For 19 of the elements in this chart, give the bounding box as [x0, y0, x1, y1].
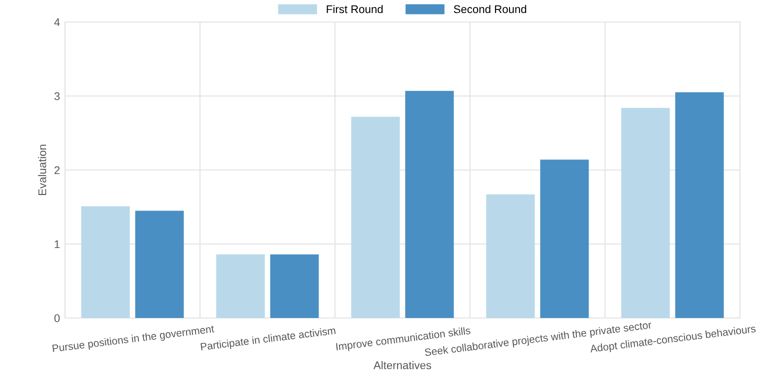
bar — [486, 194, 535, 318]
legend-label: First Round — [326, 4, 383, 14]
bar — [675, 92, 724, 318]
bar — [270, 254, 319, 318]
bar — [621, 108, 670, 318]
y-tick-label: 1 — [54, 240, 60, 248]
y-axis-title: Evaluation — [38, 144, 46, 196]
y-tick-label: 4 — [54, 18, 60, 26]
legend-label: Second Round — [454, 4, 526, 14]
y-tick-label: 0 — [54, 314, 60, 322]
bar — [81, 206, 130, 318]
bar — [351, 116, 400, 318]
bar — [405, 90, 454, 318]
y-tick-label: 2 — [54, 166, 60, 174]
x-axis-title: Alternatives — [374, 361, 432, 370]
bar — [135, 210, 184, 318]
y-tick-label: 3 — [54, 92, 60, 100]
bar — [540, 160, 589, 318]
bar — [216, 254, 265, 318]
